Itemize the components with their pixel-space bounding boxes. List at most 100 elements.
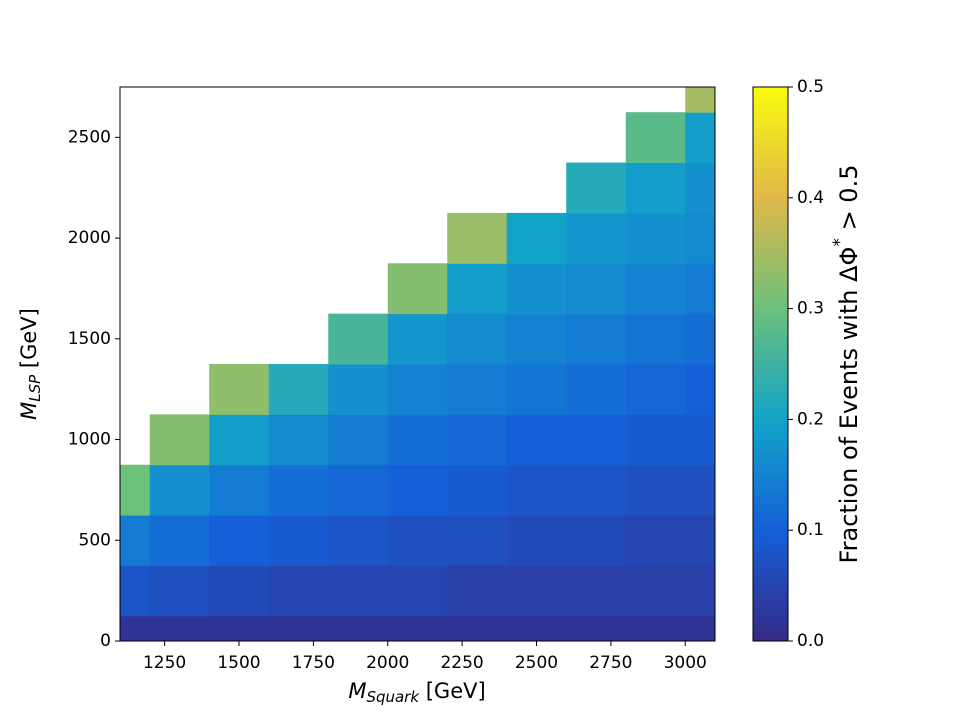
heatmap-cell	[625, 565, 686, 617]
heatmap	[120, 87, 715, 641]
heatmap-cell	[685, 212, 715, 264]
y-tick-label: 500	[79, 530, 111, 550]
heatmap-cell	[149, 464, 210, 516]
heatmap-cell	[685, 364, 715, 415]
heatmap-cell	[209, 464, 270, 516]
heatmap-cell	[268, 414, 329, 466]
heatmap-cell	[268, 515, 329, 566]
heatmap-cell	[566, 263, 627, 315]
heatmap-cell	[447, 263, 508, 315]
heatmap-cell	[625, 364, 686, 415]
heatmap-cell	[387, 313, 448, 365]
heatmap-cell	[387, 464, 448, 516]
heatmap-cell	[268, 615, 329, 641]
heatmap-cell	[566, 364, 627, 415]
heatmap-cell	[120, 615, 151, 641]
colorbar-tick-label: 0.4	[797, 188, 824, 208]
x-tick-label: 2750	[589, 653, 632, 673]
heatmap-cell	[506, 414, 567, 466]
heatmap-cell	[625, 212, 686, 264]
heatmap-cell	[566, 212, 627, 264]
heatmap-cell	[506, 212, 567, 264]
colorbar-tick-label: 0.1	[797, 520, 824, 540]
y-label-main: M	[17, 402, 41, 420]
heatmap-cell	[685, 565, 715, 617]
heatmap-cell	[506, 464, 567, 516]
x-tick-label: 1250	[143, 653, 186, 673]
heatmap-cell	[685, 615, 715, 641]
heatmap-cell	[685, 162, 715, 214]
heatmap-cell	[328, 464, 389, 516]
x-tick-label: 1500	[217, 653, 260, 673]
heatmap-cell	[447, 565, 508, 617]
colorbar-label-rest: > 0.5	[835, 165, 863, 239]
heatmap-cell	[685, 464, 715, 516]
heatmap-cell	[506, 263, 567, 315]
colorbar-tick-label: 0.0	[797, 631, 824, 651]
x-label-sub: Squark	[366, 688, 420, 706]
colorbar-tick-label: 0.3	[797, 299, 824, 319]
heatmap-cell	[209, 515, 270, 566]
heatmap-cell	[685, 112, 715, 164]
y-tick-label: 0	[100, 631, 111, 651]
heatmap-cell	[625, 515, 686, 566]
heatmap-cell	[328, 364, 389, 415]
heatmap-cell	[447, 212, 508, 264]
heatmap-cell	[328, 515, 389, 566]
heatmap-cell	[387, 263, 448, 315]
heatmap-cell	[625, 162, 686, 214]
heatmap-cell	[149, 515, 210, 566]
x-label-main: M	[348, 679, 366, 703]
heatmap-cell	[149, 615, 210, 641]
x-tick-label: 2000	[366, 653, 409, 673]
colorbar-label-main: Fraction of Events with ΔΦ	[835, 247, 863, 564]
colorbar	[752, 86, 789, 642]
heatmap-cell	[566, 565, 627, 617]
heatmap-cell	[209, 414, 270, 466]
heatmap-cell	[685, 263, 715, 315]
colorbar-label-sup: *	[830, 238, 850, 247]
heatmap-cell	[447, 464, 508, 516]
heatmap-cell	[506, 615, 567, 641]
heatmap-cell	[447, 414, 508, 466]
heatmap-cell	[447, 615, 508, 641]
colorbar-tick-label: 0.5	[797, 77, 824, 97]
heatmap-cell	[506, 364, 567, 415]
heatmap-cell	[209, 364, 270, 415]
plot-frame	[119, 86, 716, 642]
heatmap-cell	[387, 565, 448, 617]
heatmap-cell	[625, 414, 686, 466]
heatmap-cell	[149, 414, 210, 466]
heatmap-cell	[625, 464, 686, 516]
heatmap-cell	[328, 615, 389, 641]
colorbar-label: Fraction of Events with ΔΦ* > 0.5	[830, 165, 863, 564]
heatmap-cell	[387, 515, 448, 566]
x-tick-label: 2250	[440, 653, 483, 673]
heatmap-cell	[120, 515, 151, 566]
colorbar-tick-label: 0.2	[797, 409, 824, 429]
y-axis-label: MLSP [GeV]	[17, 308, 44, 420]
y-tick-label: 2500	[68, 127, 111, 147]
heatmap-cell	[566, 313, 627, 365]
x-label-unit: [GeV]	[419, 679, 486, 703]
heatmap-cell	[685, 87, 715, 113]
heatmap-cell	[387, 414, 448, 466]
y-tick-label: 1500	[68, 329, 111, 349]
heatmap-cell	[387, 364, 448, 415]
x-tick-label: 1750	[292, 653, 335, 673]
heatmap-cell	[506, 515, 567, 566]
heatmap-cell	[268, 364, 329, 415]
heatmap-cell	[447, 515, 508, 566]
heatmap-cell	[447, 364, 508, 415]
heatmap-cell	[149, 565, 210, 617]
heatmap-cell	[685, 313, 715, 365]
heatmap-cell	[566, 515, 627, 566]
heatmap-cell	[447, 313, 508, 365]
heatmap-cell	[625, 263, 686, 315]
heatmap-cell	[120, 565, 151, 617]
heatmap-cell	[625, 313, 686, 365]
x-tick-label: 2500	[515, 653, 558, 673]
heatmap-cell	[566, 162, 627, 214]
y-label-sub: LSP	[26, 374, 44, 402]
